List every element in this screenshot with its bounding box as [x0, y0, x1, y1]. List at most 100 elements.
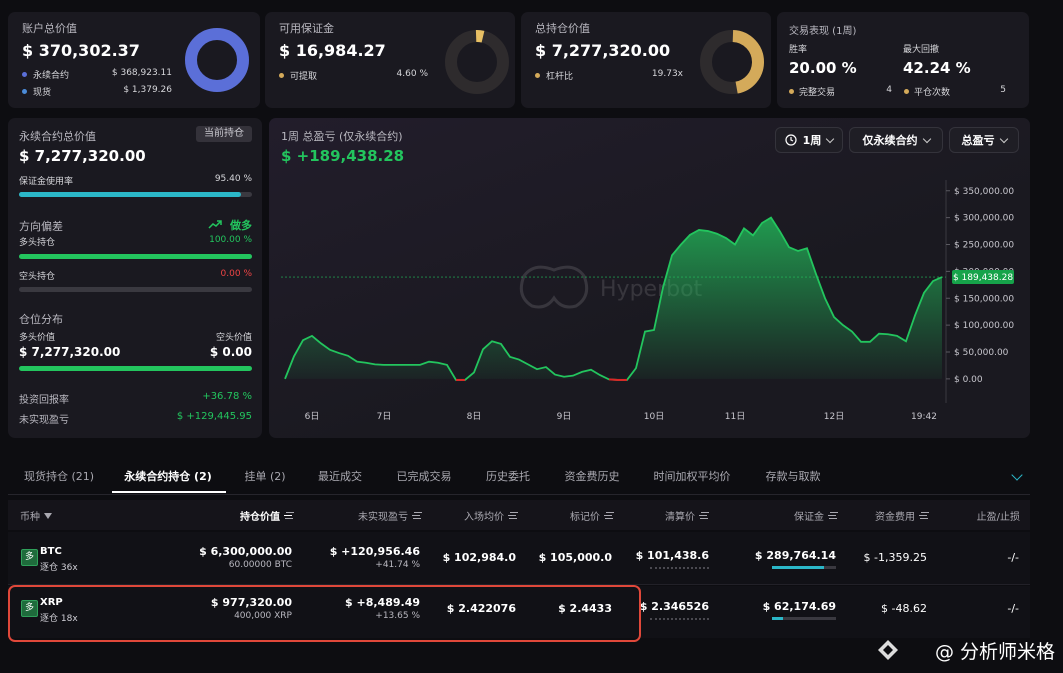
- tab[interactable]: 挂单 (2): [244, 470, 286, 483]
- item-value: $ 1,379.26: [123, 85, 172, 95]
- liq-underline: [650, 618, 709, 620]
- long-fill: [19, 254, 252, 259]
- column-header[interactable]: 清算价: [665, 508, 707, 523]
- decoration: [217, 220, 222, 225]
- badge: 当前持仓: [196, 126, 252, 142]
- legend-dot: [22, 89, 27, 94]
- metric-label: 多头持仓: [19, 238, 56, 248]
- funding: $ -1,359.25: [863, 551, 927, 564]
- column-header[interactable]: 未实现盈亏: [358, 508, 420, 523]
- usage-bar: [19, 192, 252, 197]
- header-label: 未实现盈亏: [358, 512, 408, 523]
- card-title: 交易表现 (1周): [789, 26, 857, 37]
- footer-watermark: @ 分析师米格: [934, 641, 1055, 663]
- donut: [445, 29, 509, 94]
- table-header: [8, 500, 1030, 530]
- pnl_pct: +13.65 %: [375, 611, 420, 621]
- card-value: $ 7,277,320.00: [535, 41, 671, 60]
- donut: [700, 29, 764, 94]
- metric-value: 0.00 %: [220, 269, 252, 279]
- metric-label: 方向偏差: [19, 220, 63, 233]
- panel-value: $ 7,277,320.00: [19, 147, 146, 165]
- tab[interactable]: 存款与取款: [765, 470, 821, 483]
- row-bg: [8, 532, 1030, 584]
- button-label: 仅永续合约: [862, 134, 918, 147]
- sort-icon: [699, 515, 707, 516]
- donut-arc: [700, 29, 764, 94]
- tab[interactable]: 现货持仓 (21): [23, 470, 95, 483]
- value: $ 6,300,000.00: [199, 545, 292, 558]
- period-button[interactable]: 1周: [775, 127, 843, 153]
- item-value: 19.73x: [651, 69, 683, 79]
- metric-label: 未实现盈亏: [19, 415, 69, 426]
- card-title: 总持仓价值: [535, 22, 590, 35]
- sort-icon: [508, 515, 516, 516]
- metric-value: $ +129,445.95: [176, 411, 252, 422]
- metric-value: 95.40 %: [214, 174, 252, 184]
- legend-dot: [904, 89, 909, 94]
- filter-icon: [44, 512, 52, 519]
- item-label: 可提取: [290, 72, 318, 82]
- usage-fill: [19, 192, 242, 197]
- side-badge: 多: [21, 600, 38, 617]
- panel-title: 永续合约总价值: [19, 130, 96, 143]
- tpsl: -/-: [1007, 551, 1019, 564]
- tab[interactable]: 永续合约持仓 (2): [124, 470, 212, 483]
- margin-mode: 逐仓 18x: [40, 614, 78, 624]
- donut-arc: [445, 29, 509, 94]
- margin: $ 62,174.69: [762, 600, 836, 613]
- scope-button[interactable]: 仅永续合约: [849, 127, 943, 153]
- logo-icon: [878, 640, 898, 660]
- metric-label: 空头持仓: [19, 272, 56, 282]
- sort-icon: [828, 515, 836, 516]
- bias-value: 做多: [230, 219, 252, 232]
- decoration: [878, 640, 898, 660]
- short-bar: [19, 287, 252, 292]
- metric-value: 100.00 %: [209, 235, 252, 245]
- tab[interactable]: 资金费历史: [564, 470, 620, 483]
- tab-divider: [8, 494, 1030, 495]
- pnl: $ +120,956.46: [329, 545, 420, 558]
- position-card: 总持仓价值 $ 7,277,320.00 杠杆比 19.73x: [521, 12, 771, 108]
- column-header[interactable]: 持仓价值: [240, 508, 292, 523]
- column-header[interactable]: 资金费用: [875, 508, 927, 523]
- metric-label: 保证金使用率: [19, 177, 74, 187]
- column-header[interactable]: 保证金: [794, 508, 836, 523]
- tab[interactable]: 最近成交: [318, 470, 362, 483]
- stat-value: 20.00 %: [789, 59, 857, 77]
- column-header[interactable]: 止盈/止损: [977, 508, 1020, 523]
- collapse-chevron[interactable]: [1011, 469, 1023, 481]
- pnl_pct: +41.74 %: [375, 560, 420, 570]
- item-label: 杠杆比: [546, 72, 574, 82]
- sort-icon: [604, 515, 612, 516]
- size: 60.00000 BTC: [228, 560, 292, 570]
- donut-ring: [185, 28, 249, 92]
- chevron: [999, 134, 1008, 143]
- column-header[interactable]: 入场均价: [464, 508, 516, 523]
- active-tab-underline: [112, 491, 226, 493]
- stat-value: 42.24 %: [903, 59, 971, 77]
- coin: BTC: [40, 546, 62, 557]
- account-card: 账户总价值 $ 370,302.37 永续合约 $ 368,923.11 现货 …: [8, 12, 260, 108]
- pnl: $ +8,489.49: [345, 596, 420, 609]
- item-value: $ 368,923.11: [111, 68, 172, 78]
- card-value: $ 16,984.27: [279, 41, 386, 60]
- margin-bar-fill: [772, 566, 824, 569]
- perp-panel: 永续合约总价值 当前持仓 $ 7,277,320.00 保证金使用率 95.40…: [8, 118, 262, 438]
- tab[interactable]: 历史委托: [486, 470, 530, 483]
- tab[interactable]: 时间加权平均价: [653, 470, 731, 483]
- tab[interactable]: 已完成交易: [396, 470, 452, 483]
- dist-label: 空头价值: [215, 333, 252, 343]
- column-header[interactable]: 标记价: [570, 508, 612, 523]
- count-label: 平仓次数: [914, 88, 951, 98]
- metric-button[interactable]: 总盈亏: [949, 127, 1019, 153]
- count-value: 5: [1000, 85, 1006, 95]
- funding: $ -48.62: [881, 602, 927, 615]
- margin-mode: 逐仓 36x: [40, 563, 78, 573]
- chart-total: $ +189,438.28: [281, 147, 405, 165]
- header-label: 入场均价: [464, 512, 504, 523]
- legend-dot: [789, 89, 794, 94]
- chevron: [826, 134, 835, 143]
- header-label: 止盈/止损: [976, 512, 1020, 523]
